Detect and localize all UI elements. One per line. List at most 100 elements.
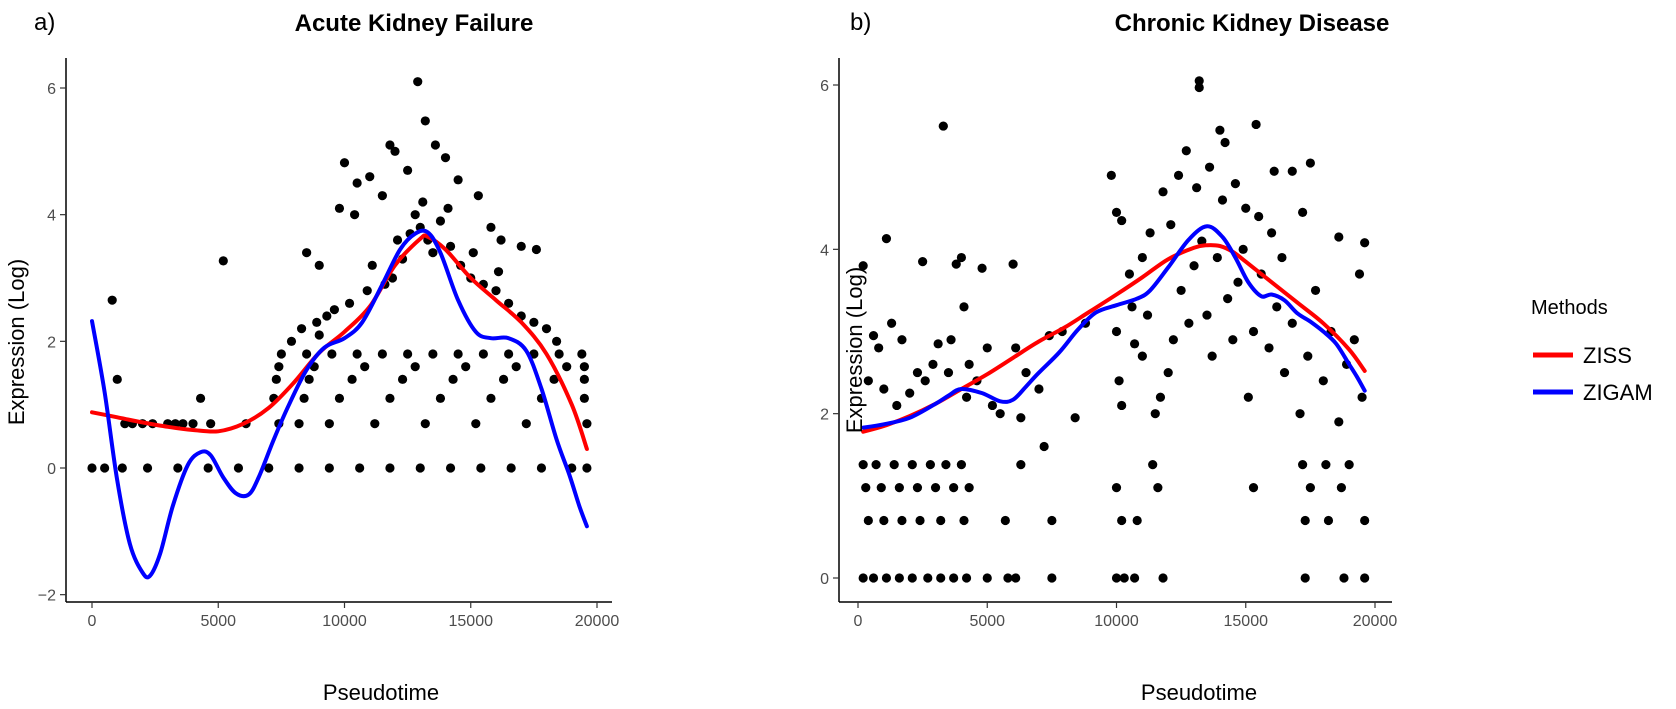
data-point-a	[579, 393, 589, 403]
data-point-a	[188, 419, 198, 429]
data-point-b	[1251, 119, 1261, 130]
data-point-b	[933, 339, 943, 349]
data-point-b	[987, 400, 998, 411]
data-point-b	[858, 460, 868, 470]
data-point-a	[435, 393, 446, 403]
data-point-a	[461, 362, 471, 372]
data-point-b	[1129, 339, 1140, 349]
data-point-a	[299, 393, 309, 403]
data-point-b	[1192, 183, 1202, 193]
data-point-a	[385, 140, 395, 150]
data-point-b	[879, 515, 889, 526]
fit-line-ziss-a	[90, 233, 589, 451]
fit-lines-a	[90, 228, 589, 580]
legend: Methods ZISS ZIGAM	[1531, 297, 1653, 405]
fit-lines-b	[861, 224, 1367, 434]
data-point-b	[961, 573, 972, 583]
axes-a: 0 5000 10000 15000 20000 −2 0 2 4 6	[38, 58, 620, 630]
data-point-a	[516, 241, 526, 251]
data-point-a	[420, 116, 430, 126]
data-point-a	[117, 463, 127, 473]
data-point-b	[949, 573, 959, 583]
x-tick-label-b: 10000	[1094, 613, 1139, 630]
data-point-a	[430, 140, 440, 150]
data-point-b	[1189, 261, 1199, 271]
data-point-a	[377, 191, 387, 201]
data-point-a	[385, 463, 395, 473]
data-point-b	[1117, 215, 1127, 226]
data-point-b	[1070, 413, 1080, 423]
x-tick-label-a: 0	[88, 613, 97, 630]
data-point-b	[923, 573, 933, 583]
data-point-b	[863, 376, 873, 386]
data-point-a	[322, 311, 332, 321]
data-point-b	[1194, 82, 1204, 93]
panel-chronic-kidney-disease: b) Chronic Kidney Disease 0 5000 10000 1500…	[820, 9, 1397, 705]
data-point-a	[579, 362, 589, 372]
data-point-a	[453, 175, 463, 185]
data-point-a	[173, 463, 183, 473]
data-point-a	[100, 463, 110, 473]
data-point-b	[897, 515, 907, 526]
data-point-b	[907, 460, 917, 470]
data-point-b	[982, 343, 992, 353]
data-point-b	[1300, 573, 1310, 583]
data-point-b	[1334, 417, 1344, 427]
data-point-b	[1360, 238, 1370, 248]
data-point-a	[504, 349, 514, 359]
data-point-a	[529, 349, 539, 359]
data-point-b	[868, 331, 879, 341]
data-point-b	[1137, 252, 1147, 263]
x-axis-title-a: Pseudotime	[323, 680, 439, 705]
data-point-b	[951, 259, 961, 269]
data-point-b	[1217, 195, 1228, 205]
data-point-b	[1220, 137, 1230, 148]
data-point-b	[1111, 326, 1122, 337]
data-point-b	[1117, 400, 1127, 411]
data-point-a	[428, 349, 438, 359]
data-point-a	[549, 374, 559, 384]
data-point-a	[271, 374, 281, 384]
data-point-b	[949, 483, 959, 493]
data-point-a	[286, 336, 297, 346]
data-point-a	[410, 362, 420, 372]
data-point-a	[274, 362, 284, 372]
data-point-b	[1349, 335, 1359, 345]
x-tick-label-a: 5000	[200, 613, 236, 630]
data-point-b	[863, 515, 873, 526]
data-point-b	[956, 252, 967, 263]
data-point-b	[1184, 318, 1194, 328]
data-point-b	[1202, 310, 1212, 320]
data-point-b	[1243, 392, 1253, 402]
x-tick-label-b: 5000	[969, 613, 1005, 630]
data-point-b	[1117, 515, 1127, 526]
data-point-a	[493, 267, 504, 277]
data-point-a	[413, 77, 423, 87]
data-point-b	[1334, 232, 1344, 242]
data-point-b	[1111, 207, 1122, 217]
data-point-a	[350, 210, 360, 220]
data-point-b	[936, 515, 946, 526]
data-point-a	[453, 349, 463, 359]
data-point-a	[491, 286, 501, 296]
data-point-a	[397, 374, 408, 384]
data-point-b	[1148, 460, 1158, 470]
data-point-a	[554, 349, 564, 359]
data-point-b	[897, 335, 907, 345]
data-point-a	[347, 374, 357, 384]
data-point-b	[1003, 573, 1013, 583]
x-tick-label-a: 20000	[575, 613, 620, 630]
data-point-b	[1016, 413, 1026, 423]
data-point-a	[478, 349, 488, 359]
data-point-a	[420, 419, 430, 429]
data-point-b	[1129, 573, 1140, 583]
y-axis-title-b: Expression (Log)	[842, 267, 867, 433]
scatter-points-a	[87, 77, 592, 473]
data-point-a	[327, 349, 337, 359]
legend-label-ziss: ZISS	[1583, 343, 1632, 368]
data-point-b	[1127, 302, 1137, 312]
data-point-a	[107, 295, 117, 305]
data-point-a	[367, 260, 377, 270]
x-tick-label-a: 10000	[322, 613, 367, 630]
